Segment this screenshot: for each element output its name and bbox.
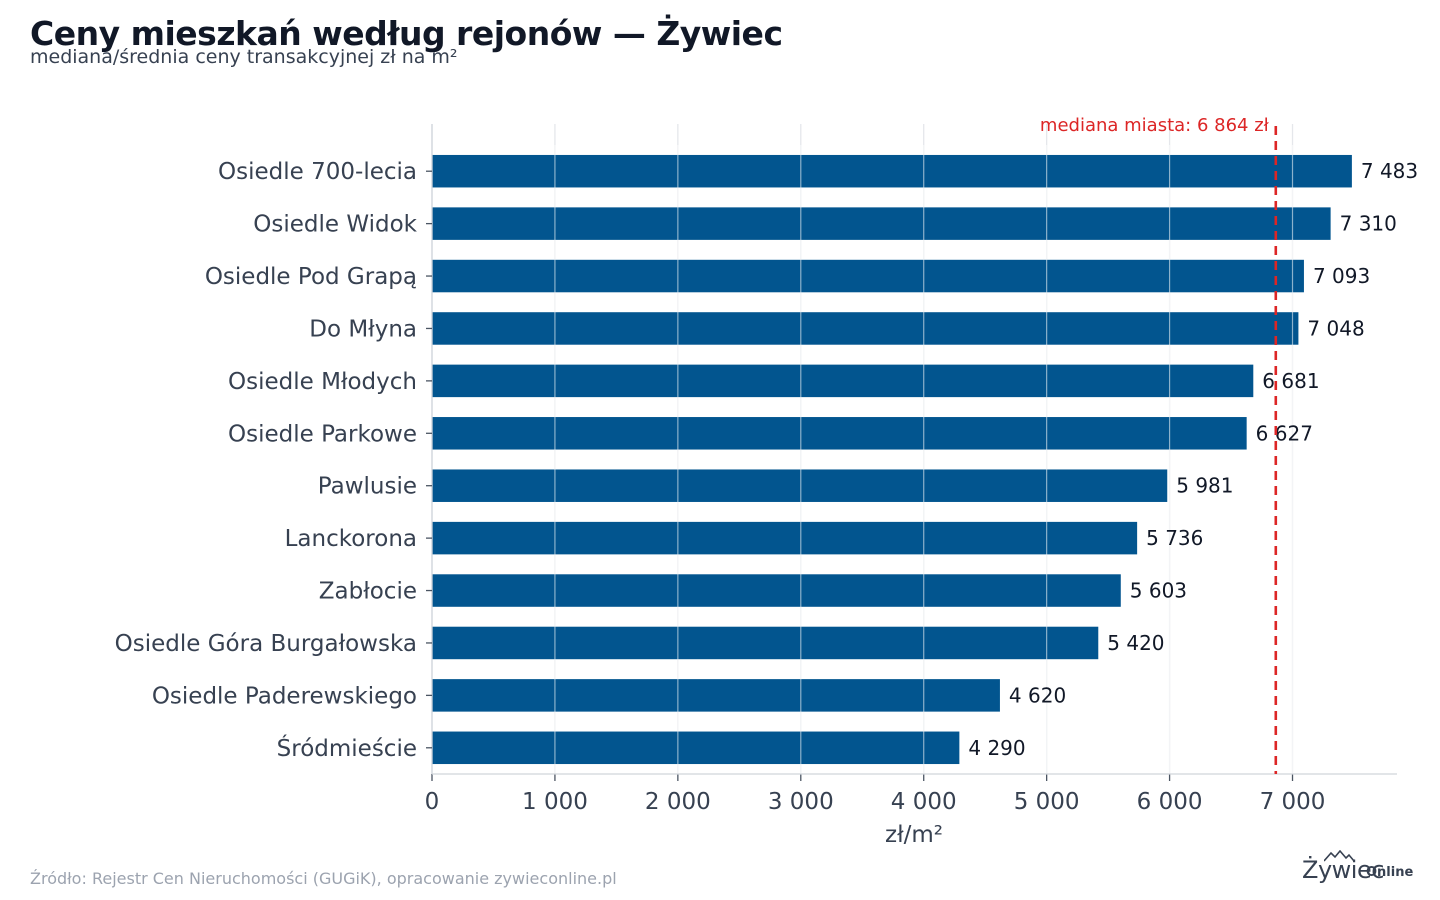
bar	[432, 207, 1331, 240]
value-label: 7 310	[1340, 212, 1397, 236]
value-label: 6 681	[1262, 369, 1319, 393]
value-label: 4 620	[1009, 683, 1066, 707]
value-label: 6 627	[1256, 421, 1313, 445]
bar	[432, 679, 1000, 712]
x-tick-label: 1 000	[522, 789, 588, 815]
value-label: 7 483	[1361, 159, 1418, 183]
logo-suffix: Online	[1366, 865, 1414, 880]
value-label: 7 093	[1313, 264, 1370, 288]
category-label: Osiedle Młodych	[228, 369, 417, 395]
bars	[432, 145, 1352, 774]
logo-brand: Żywiec	[1302, 856, 1384, 884]
value-label: 5 981	[1176, 474, 1233, 498]
value-label: 5 736	[1146, 526, 1203, 550]
bar	[432, 364, 1254, 398]
value-label: 7 048	[1307, 316, 1364, 340]
category-label: Śródmieście	[277, 734, 417, 762]
x-tick-label: 6 000	[1137, 789, 1203, 815]
category-label: Osiedle Parkowe	[228, 421, 417, 447]
chart-title: Ceny mieszkań według rejonów — Żywiec	[30, 14, 783, 53]
x-tick-label: 5 000	[1014, 789, 1080, 815]
category-label: Osiedle Widok	[253, 212, 417, 238]
source-note: Źródło: Rejestr Cen Nieruchomości (GUGiK…	[30, 869, 617, 888]
value-label: 5 603	[1130, 579, 1187, 603]
category-label: Osiedle Pod Grapą	[205, 264, 417, 290]
category-label: Do Młyna	[309, 316, 417, 342]
x-tick-label: 4 000	[891, 789, 957, 815]
bar	[432, 574, 1121, 607]
labels: Osiedle 700-lecia 7 483 Osiedle Widok 7 310…	[115, 159, 1419, 762]
chart-subtitle: mediana/średnia ceny transakcyjnej zł na…	[30, 46, 458, 68]
bar	[432, 626, 1099, 660]
category-label: Osiedle Góra Burgałowska	[115, 631, 417, 657]
axes: 0 1 000 2 000 3 000 4 000 5 000 6 000 7 000	[425, 124, 1397, 815]
category-label: Lanckorona	[285, 526, 417, 552]
bar	[432, 259, 1304, 293]
bar	[432, 731, 960, 765]
category-label: Osiedle 700-lecia	[218, 159, 417, 185]
x-tick-label: 7 000	[1260, 789, 1326, 815]
zywiec-online-logo[interactable]: Żywiec Online	[1300, 848, 1415, 888]
median-reference-label: mediana miasta: 6 864 zł	[1040, 115, 1270, 136]
value-label: 4 290	[968, 736, 1025, 760]
bar	[432, 312, 1299, 345]
category-label: Pawlusie	[318, 474, 417, 500]
bar	[432, 521, 1138, 555]
category-label: Osiedle Paderewskiego	[152, 683, 417, 709]
reference-line-group: mediana miasta: 6 864 zł	[1040, 115, 1278, 774]
bar-chart: 0 1 000 2 000 3 000 4 000 5 000 6 000 7 000 Osi…	[115, 115, 1419, 848]
x-tick-label: 0	[425, 789, 440, 815]
mountain-icon	[1324, 850, 1354, 862]
x-tick-label: 3 000	[768, 789, 834, 815]
x-tick-label: 2 000	[645, 789, 711, 815]
value-label: 5 420	[1107, 631, 1164, 655]
bar	[432, 469, 1168, 502]
x-axis-title: zł/m²	[885, 822, 943, 848]
category-label: Zabłocie	[319, 579, 417, 605]
bar	[432, 417, 1247, 450]
bar	[432, 154, 1352, 188]
